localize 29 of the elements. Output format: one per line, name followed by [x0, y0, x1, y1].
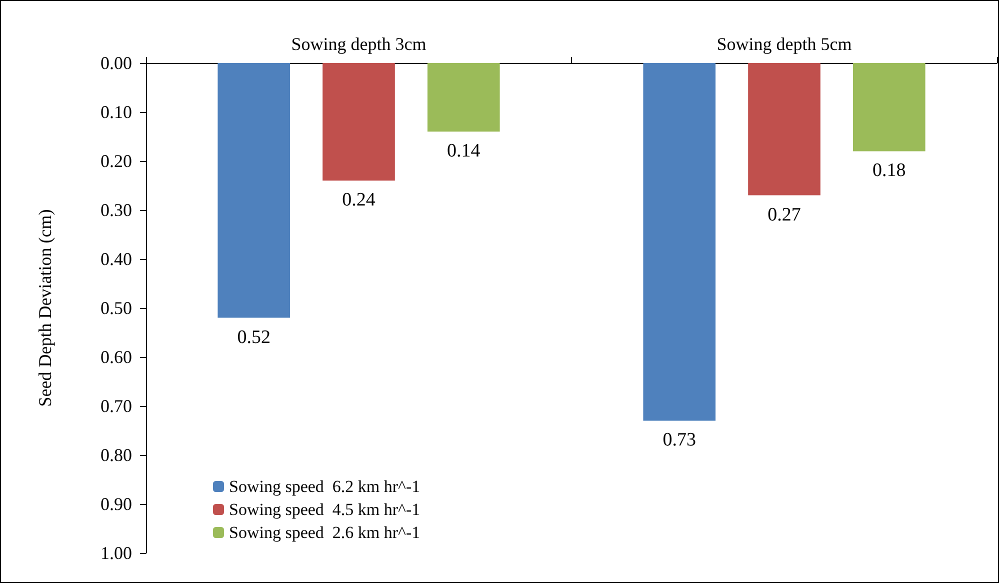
bar	[748, 63, 820, 196]
x-tick-label: Sowing depth 3cm	[291, 34, 426, 54]
bar	[427, 63, 500, 132]
data-label: 0.18	[872, 160, 906, 182]
y-tick-label: 0.20	[100, 151, 132, 171]
y-tick-label: 0.10	[100, 102, 132, 122]
bar	[218, 63, 290, 318]
data-label: 0.24	[342, 190, 376, 211]
data-label: 0.52	[237, 326, 270, 348]
bar	[322, 63, 395, 181]
data-label: 0.14	[447, 140, 481, 162]
y-tick-label: 0.90	[100, 494, 132, 514]
y-tick-label: 0.40	[100, 249, 132, 269]
legend-label: Sowing speed 4.5 km hr^-1	[229, 500, 420, 519]
data-label: 0.73	[662, 430, 696, 451]
legend-label: Sowing speed 2.6 km hr^-1	[229, 523, 420, 542]
bar	[852, 63, 926, 152]
y-tick-label: 0.70	[100, 396, 132, 416]
y-tick-label: 0.80	[100, 445, 132, 465]
data-label: 0.27	[768, 204, 801, 226]
y-tick-label: 0.30	[100, 200, 132, 220]
bar	[643, 63, 716, 421]
x-tick-label: Sowing depth 5cm	[716, 34, 852, 54]
y-tick-label: 1.00	[100, 543, 132, 563]
y-tick-label: 0.60	[100, 347, 132, 367]
y-tick-label: 0.00	[100, 53, 132, 73]
legend-label: Sowing speed 6.2 km hr^-1	[229, 477, 420, 496]
y-axis-title: Seed Depth Deviation (cm)	[35, 209, 55, 407]
y-tick-label: 0.50	[100, 298, 132, 318]
